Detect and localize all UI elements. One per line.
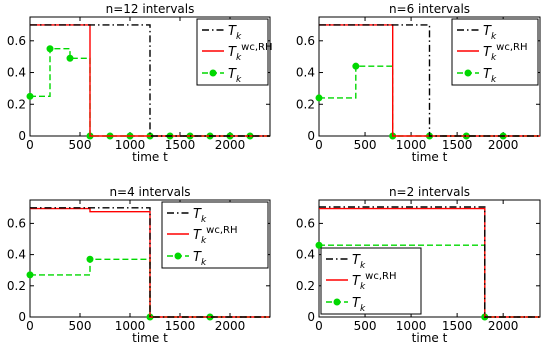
x-tick-label: 1000 — [115, 138, 146, 152]
subplot: n=6 intervals 0 500 1000 1500 2000 0 0.2 0.4 0.6 t… — [296, 2, 541, 164]
subplot: n=12 intervals 0 500 1000 1500 2000 0 0.2 0.4 0.6… — [7, 2, 273, 164]
series-line — [319, 206, 540, 318]
series-line — [30, 258, 270, 318]
y-tick-label: 0.6 — [296, 34, 315, 48]
x-tick-label: 1000 — [396, 138, 427, 152]
y-tick-label: 0.4 — [7, 66, 26, 80]
x-tick-label: 500 — [354, 319, 377, 333]
x-axis-label: time t — [412, 150, 448, 164]
x-tick-label: 1500 — [165, 138, 196, 152]
series-line — [319, 24, 540, 137]
x-tick-label: 0 — [315, 138, 323, 152]
x-axis-label: time t — [132, 331, 168, 342]
subplot: n=4 intervals 0 500 1000 1500 2000 0 0.2 0.4 0.6 t… — [7, 185, 271, 342]
data-point — [66, 54, 74, 62]
y-tick-label: 0 — [307, 310, 315, 324]
x-tick-label: 2000 — [215, 138, 246, 152]
y-tick-label: 0.2 — [7, 279, 26, 293]
legend-marker — [333, 298, 341, 306]
x-tick-label: 0 — [315, 319, 323, 333]
x-tick-label: 500 — [354, 138, 377, 152]
data-point — [46, 45, 54, 53]
series-line — [30, 24, 270, 137]
data-point — [315, 241, 323, 249]
x-tick-label: 1500 — [442, 319, 473, 333]
chart-title: n=6 intervals — [389, 2, 470, 16]
x-tick-label: 0 — [26, 319, 34, 333]
x-tick-label: 1000 — [115, 319, 146, 333]
legend-marker — [209, 69, 217, 77]
y-tick-label: 0.2 — [296, 279, 315, 293]
data-point — [315, 94, 323, 102]
legend-marker — [174, 252, 182, 260]
y-tick-label: 0 — [18, 310, 26, 324]
x-tick-label: 1000 — [396, 319, 427, 333]
x-tick-label: 1500 — [165, 319, 196, 333]
chart-title: n=12 intervals — [106, 2, 195, 16]
chart-title: n=4 intervals — [109, 185, 190, 199]
y-tick-label: 0 — [307, 129, 315, 143]
y-tick-label: 0.6 — [7, 34, 26, 48]
y-tick-label: 0.4 — [296, 66, 315, 80]
x-tick-label: 500 — [69, 138, 92, 152]
x-tick-label: 2000 — [488, 319, 519, 333]
subplot: n=2 intervals 0 500 1000 1500 2000 0 0.2 0.4 0.6 t… — [296, 185, 541, 342]
y-tick-label: 0 — [18, 129, 26, 143]
y-tick-label: 0.2 — [7, 97, 26, 111]
y-tick-label: 0.2 — [296, 97, 315, 111]
series-line — [30, 207, 270, 318]
x-tick-label: 0 — [26, 138, 34, 152]
x-axis-label: time t — [412, 331, 448, 342]
y-tick-label: 0.4 — [296, 248, 315, 262]
data-point — [352, 62, 360, 70]
series-line — [319, 24, 540, 137]
x-axis-label: time t — [132, 150, 168, 164]
data-point — [26, 271, 34, 279]
y-tick-label: 0.4 — [7, 248, 26, 262]
data-point — [86, 255, 94, 263]
x-tick-label: 1500 — [442, 138, 473, 152]
chart-title: n=2 intervals — [389, 185, 470, 199]
y-tick-label: 0.6 — [296, 216, 315, 230]
legend-marker — [464, 69, 472, 77]
y-tick-label: 0.6 — [7, 216, 26, 230]
data-point — [26, 92, 34, 100]
x-tick-label: 500 — [69, 319, 92, 333]
x-tick-label: 2000 — [215, 319, 246, 333]
x-tick-label: 2000 — [488, 138, 519, 152]
